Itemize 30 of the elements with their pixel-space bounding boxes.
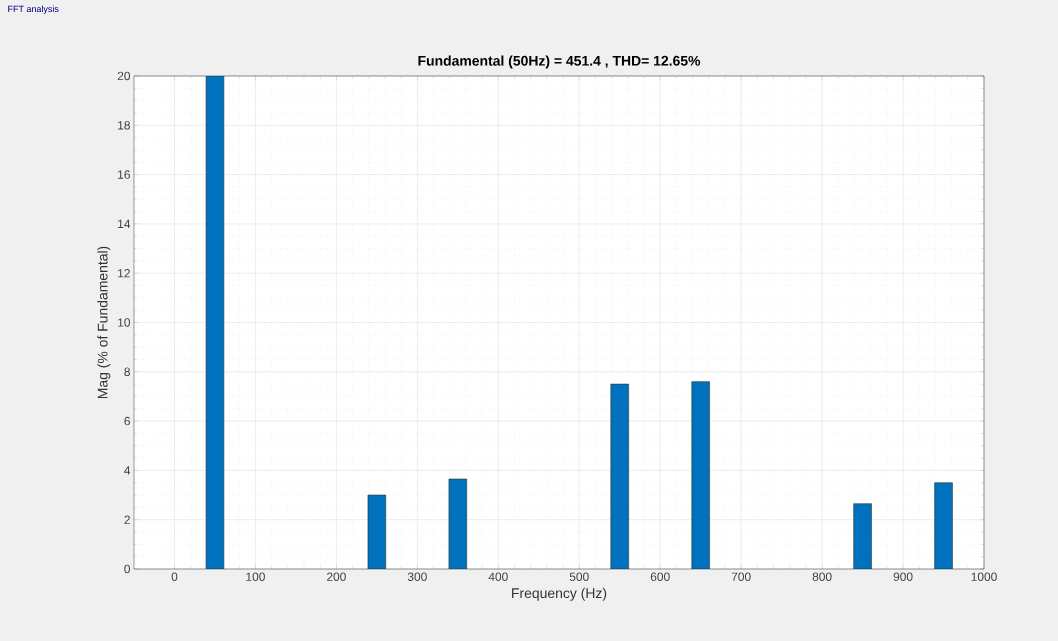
x-tick-label: 0	[171, 572, 178, 581]
y-tick-label: 18	[118, 121, 130, 130]
bar	[610, 383, 629, 569]
y-tick-label: 14	[118, 219, 131, 229]
x-tick-label: 200	[327, 572, 346, 581]
x-tick-label: 400	[488, 572, 508, 581]
x-tick-label: 300	[407, 572, 427, 581]
x-axis-title: Frequency (Hz)	[512, 587, 607, 601]
text: FFT analysis	[8, 5, 59, 14]
y-tick-label: 8	[124, 367, 130, 377]
y-axis-title: Mag (% of Fundamental)	[97, 246, 111, 399]
bar	[934, 482, 953, 569]
x-tick-label: 600	[650, 572, 670, 581]
y-tick-label: 10	[118, 318, 131, 327]
x-tick-label: 500	[569, 572, 589, 581]
x-tick-label: 700	[731, 572, 751, 581]
bar	[853, 503, 872, 569]
x-tick-label: 800	[812, 572, 832, 581]
y-tick-label: 6	[124, 416, 130, 426]
x-tick-label: 100	[246, 572, 265, 581]
bar	[691, 381, 710, 569]
x-tick-label: 1000	[971, 572, 997, 581]
y-tick-label: 20	[117, 71, 131, 81]
x-tick-label: 900	[893, 572, 913, 581]
chart-title: Fundamental (50Hz) = 451.4 , THD= 12.65%	[418, 55, 701, 69]
y-tick-label: 0	[124, 564, 131, 574]
y-tick-label: 12	[118, 269, 130, 278]
y-tick-label: 2	[124, 515, 130, 524]
y-tick-label: 4	[124, 466, 131, 475]
y-tick-label: 16	[118, 170, 130, 179]
